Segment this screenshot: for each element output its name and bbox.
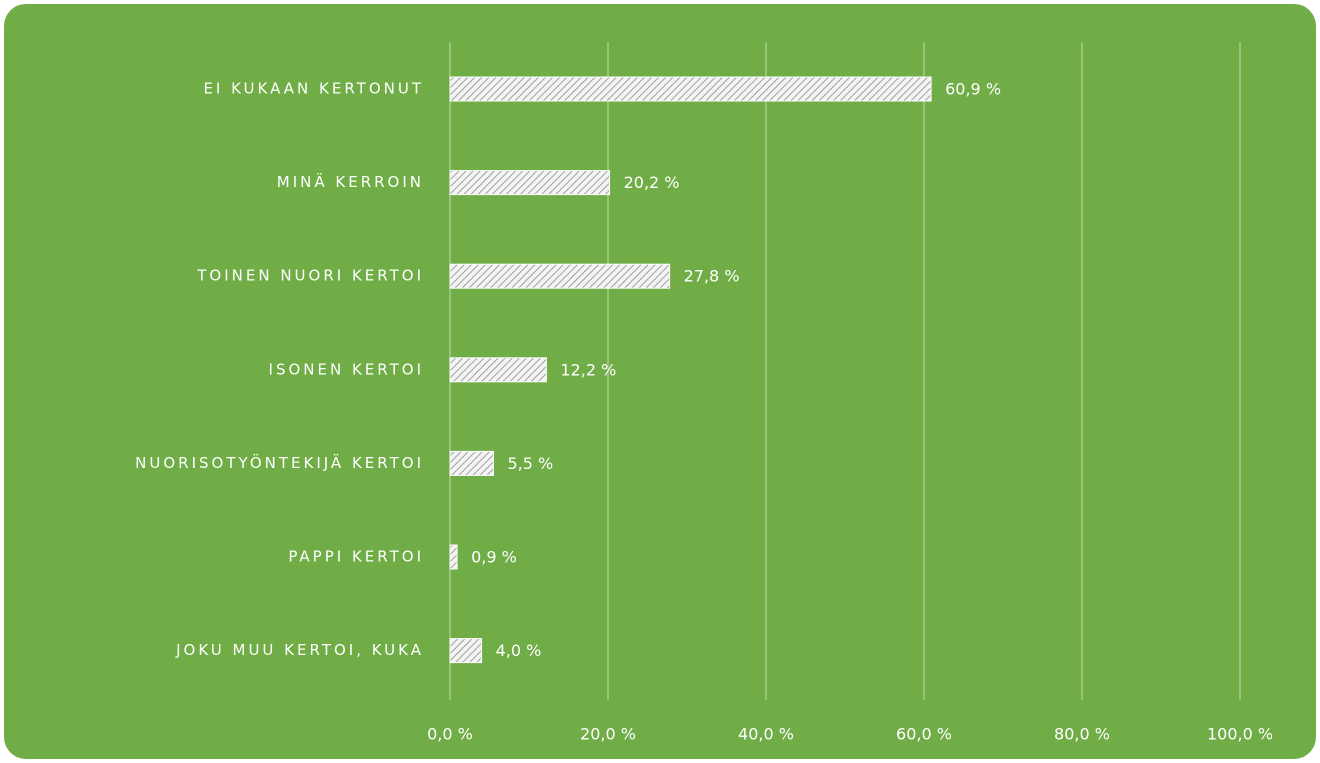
bar <box>449 357 547 383</box>
y-tick-label: PAPPI KERTOI <box>288 548 424 566</box>
value-label: 0,9 % <box>471 548 517 567</box>
bar <box>449 638 483 664</box>
value-label: 5,5 % <box>507 454 553 473</box>
value-label: 12,2 % <box>560 360 616 379</box>
value-label: 60,9 % <box>945 80 1001 99</box>
chart-background <box>4 4 1316 759</box>
x-tick-label: 20,0 % <box>580 725 636 744</box>
y-tick-label: EI KUKAAN KERTONUT <box>203 80 424 98</box>
value-label: 4,0 % <box>496 641 542 660</box>
value-label: 27,8 % <box>684 267 740 286</box>
y-tick-label: ISONEN KERTOI <box>269 360 424 378</box>
y-tick-label: JOKU MUU KERTOI, KUKA <box>175 641 424 659</box>
y-tick-label: NUORISOTYÖNTEKIJÄ KERTOI <box>135 453 424 472</box>
value-label: 20,2 % <box>624 173 680 192</box>
y-tick-label: MINÄ KERROIN <box>277 172 424 191</box>
x-tick-label: 40,0 % <box>738 725 794 744</box>
bar <box>449 76 932 102</box>
bar <box>449 544 458 570</box>
x-tick-label: 100,0 % <box>1207 725 1273 744</box>
x-tick-label: 80,0 % <box>1054 725 1110 744</box>
bar <box>449 170 611 196</box>
y-tick-label: TOINEN NUORI KERTOI <box>196 267 424 285</box>
bar <box>449 263 671 289</box>
x-tick-label: 60,0 % <box>896 725 952 744</box>
x-tick-label: 0,0 % <box>427 725 473 744</box>
bar <box>449 450 494 476</box>
